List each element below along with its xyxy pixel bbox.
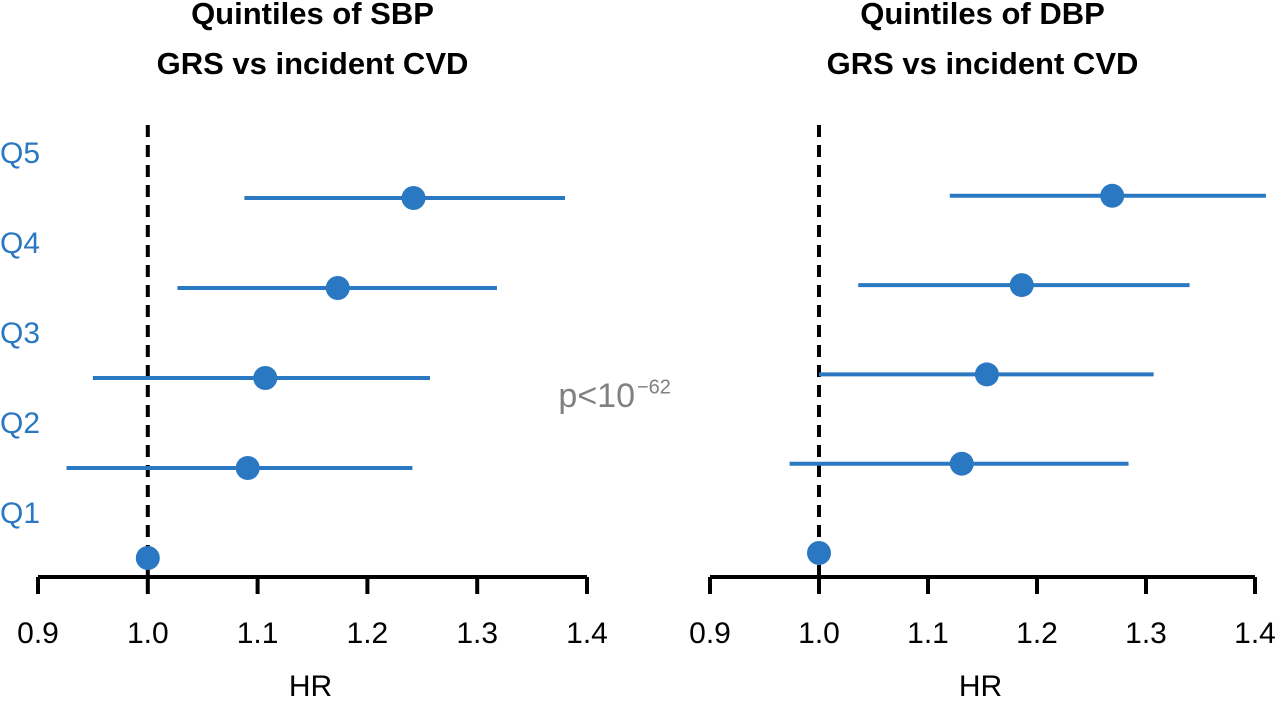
x-tick-label: 1.3 (1125, 617, 1167, 650)
point-estimate (974, 362, 999, 387)
point-estimate (253, 366, 278, 390)
category-label: Q2 (0, 407, 40, 440)
point-estimate (949, 451, 974, 476)
chart-title: GRS vs incident CVD (157, 46, 469, 81)
category-label: Q4 (0, 227, 40, 260)
point-estimate (325, 276, 350, 300)
x-tick-label: 1.1 (237, 617, 279, 650)
category-label: Q3 (0, 317, 40, 350)
x-tick-label: 0.9 (689, 617, 731, 650)
point-estimate (135, 546, 160, 570)
x-tick-label: 1.3 (456, 617, 498, 650)
x-tick-label: 1.2 (347, 617, 389, 650)
x-tick-label: 1.4 (566, 617, 608, 650)
chart-title: Quintiles of SBP (191, 0, 434, 31)
point-estimate (807, 541, 831, 565)
x-tick-label: 1.0 (127, 617, 169, 650)
point-estimate (1100, 183, 1125, 208)
x-tick-label: 1.2 (1016, 617, 1058, 650)
x-tick-label: 1.0 (798, 617, 840, 650)
point-estimate (401, 186, 426, 210)
chart-title: GRS vs incident CVD (827, 46, 1139, 81)
x-axis-label: HR (289, 670, 332, 701)
x-axis-label: HR (959, 670, 1002, 701)
x-tick-label: 1.4 (1234, 617, 1276, 650)
point-estimate (235, 456, 260, 480)
category-label: Q5 (0, 137, 40, 170)
x-tick-label: 1.1 (907, 617, 949, 650)
point-estimate (1009, 273, 1034, 298)
x-tick-label: 0.9 (17, 617, 59, 650)
chart-title: Quintiles of DBP (860, 0, 1105, 31)
annotation-exponent: −62 (637, 376, 671, 398)
annotation: p<10 (558, 377, 635, 415)
category-label: Q1 (0, 497, 40, 530)
